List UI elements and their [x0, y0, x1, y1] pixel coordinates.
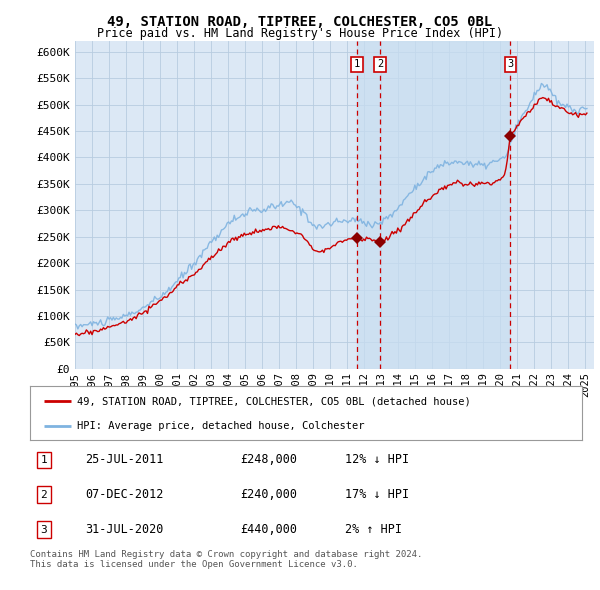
Text: £248,000: £248,000 [240, 453, 297, 467]
Text: 1: 1 [40, 455, 47, 465]
Text: 25-JUL-2011: 25-JUL-2011 [85, 453, 164, 467]
Text: 07-DEC-2012: 07-DEC-2012 [85, 488, 164, 501]
Bar [357, 41, 510, 369]
Text: 2: 2 [40, 490, 47, 500]
Text: 49, STATION ROAD, TIPTREE, COLCHESTER, CO5 0BL: 49, STATION ROAD, TIPTREE, COLCHESTER, C… [107, 15, 493, 30]
Text: 2: 2 [377, 59, 383, 69]
Text: 49, STATION ROAD, TIPTREE, COLCHESTER, CO5 0BL (detached house): 49, STATION ROAD, TIPTREE, COLCHESTER, C… [77, 396, 470, 407]
Text: £240,000: £240,000 [240, 488, 297, 501]
Text: £440,000: £440,000 [240, 523, 297, 536]
Text: Price paid vs. HM Land Registry's House Price Index (HPI): Price paid vs. HM Land Registry's House … [97, 27, 503, 40]
Text: 2% ↑ HPI: 2% ↑ HPI [344, 523, 401, 536]
Text: 17% ↓ HPI: 17% ↓ HPI [344, 488, 409, 501]
Text: 3: 3 [40, 525, 47, 535]
Text: 3: 3 [507, 59, 514, 69]
Text: HPI: Average price, detached house, Colchester: HPI: Average price, detached house, Colc… [77, 421, 364, 431]
Text: Contains HM Land Registry data © Crown copyright and database right 2024.
This d: Contains HM Land Registry data © Crown c… [30, 550, 422, 569]
Text: 12% ↓ HPI: 12% ↓ HPI [344, 453, 409, 467]
Text: 31-JUL-2020: 31-JUL-2020 [85, 523, 164, 536]
Text: 1: 1 [353, 59, 360, 69]
